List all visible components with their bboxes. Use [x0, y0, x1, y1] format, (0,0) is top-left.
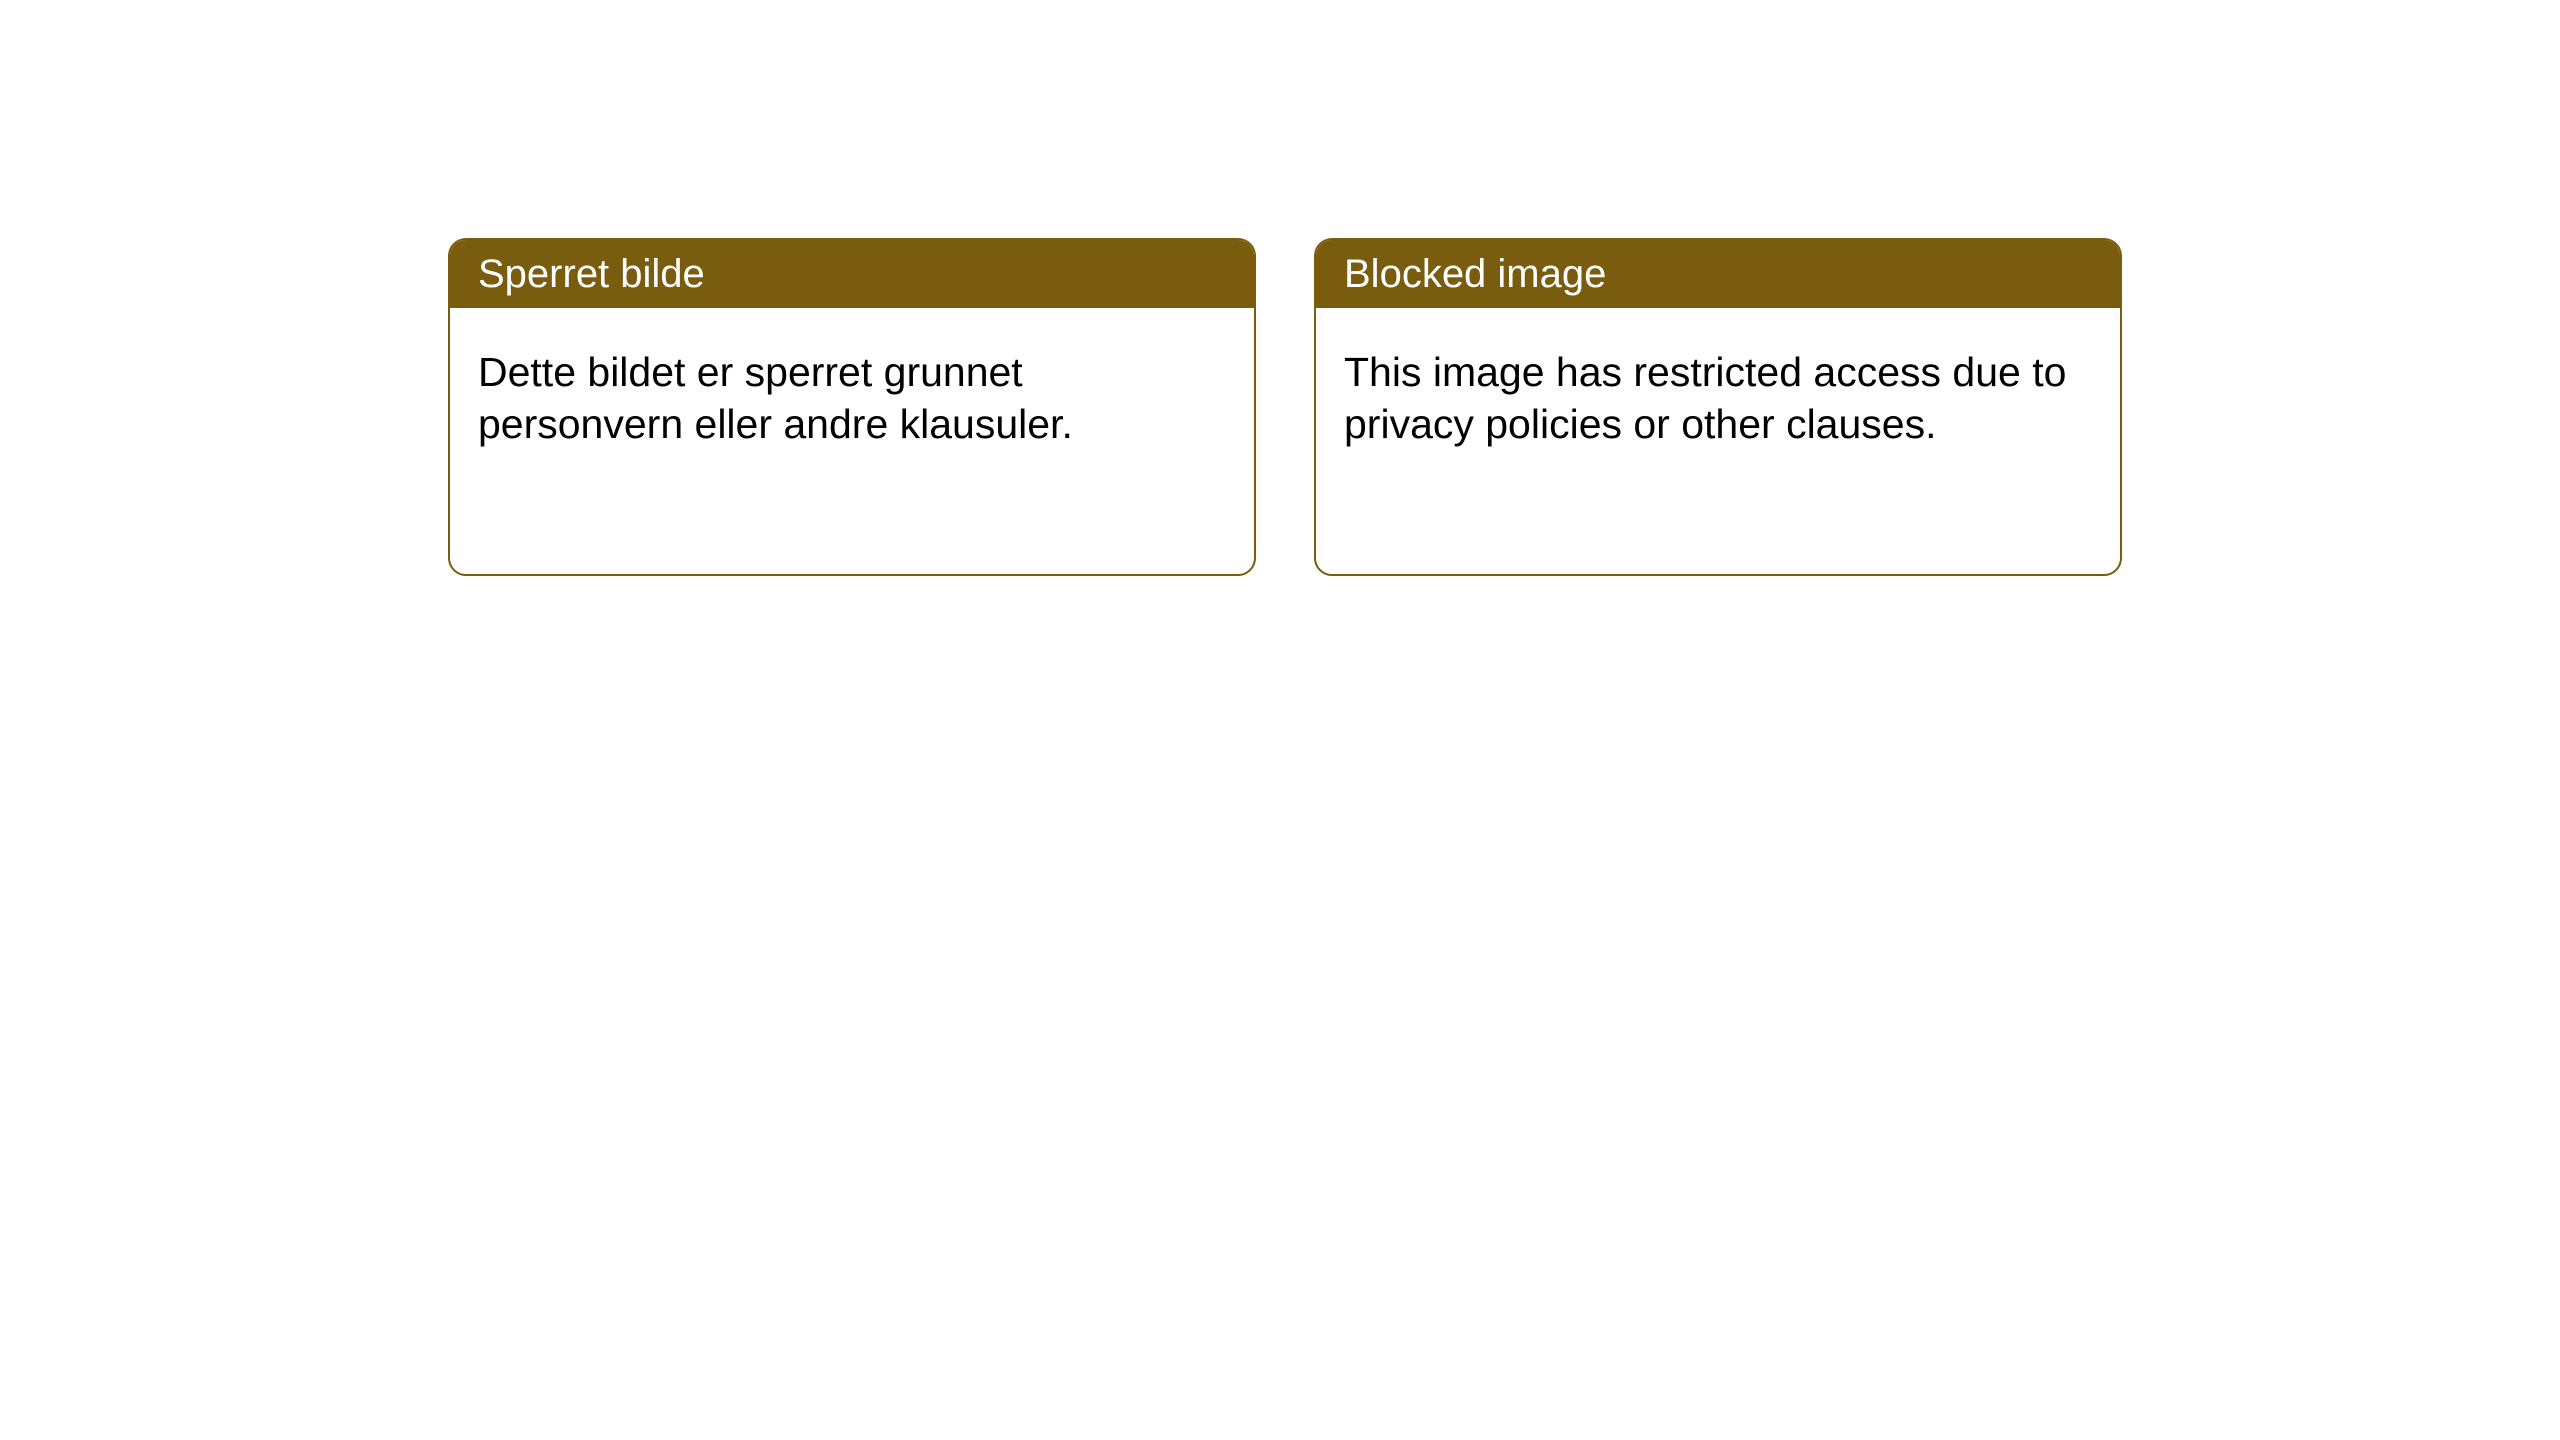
panel-body: Dette bildet er sperret grunnet personve… — [450, 308, 1254, 488]
blocked-image-panel-norwegian: Sperret bilde Dette bildet er sperret gr… — [448, 238, 1256, 576]
panel-header: Sperret bilde — [450, 240, 1254, 308]
notice-container: Sperret bilde Dette bildet er sperret gr… — [0, 0, 2560, 576]
panel-body: This image has restricted access due to … — [1316, 308, 2120, 488]
panel-header: Blocked image — [1316, 240, 2120, 308]
blocked-image-panel-english: Blocked image This image has restricted … — [1314, 238, 2122, 576]
